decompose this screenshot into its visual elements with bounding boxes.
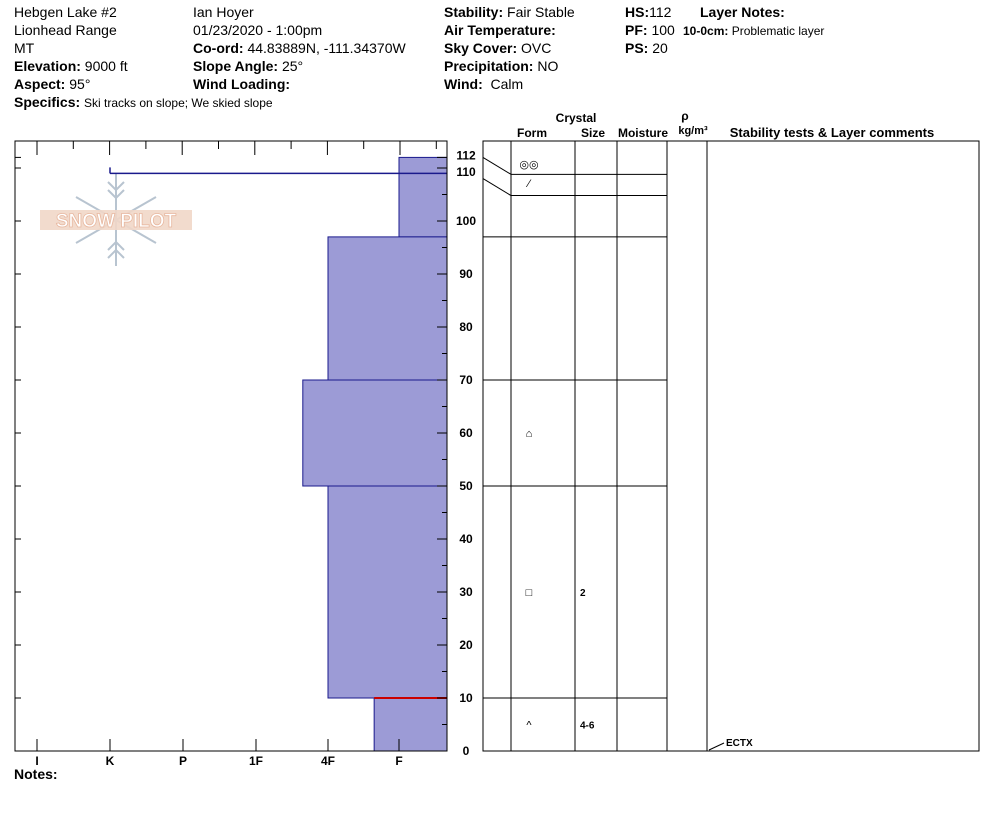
hardness-layer xyxy=(327,236,448,381)
wind: Wind: Calm xyxy=(444,75,523,93)
slope-value: 25° xyxy=(281,58,304,74)
stability-test-label: ECTX xyxy=(726,738,753,749)
snow-pilot-logo: SNOW PILOT xyxy=(40,174,192,266)
aspect-value: 95° xyxy=(69,76,91,92)
aspect: Aspect: 95° xyxy=(14,75,90,93)
hs-value: 112 xyxy=(649,4,672,20)
sky-cover: Sky Cover: OVC xyxy=(444,39,551,57)
wind-loading-label: Wind Loading: xyxy=(193,76,291,92)
ps-value: 20 xyxy=(652,40,668,56)
crystal-form-symbol: ⁄ xyxy=(525,178,532,190)
y-tick-label: 20 xyxy=(459,638,473,652)
layer-note: 10-0cm: Problematic layer xyxy=(683,22,824,40)
y-tick-label: 30 xyxy=(459,585,473,599)
y-tick-label: 112 xyxy=(456,148,476,162)
pf: PF: 100 xyxy=(625,21,675,39)
x-tick-label: F xyxy=(395,754,402,768)
y-tick-label: 80 xyxy=(459,320,473,334)
moisture-header: Moisture xyxy=(618,126,668,140)
wind-value: Calm xyxy=(490,76,524,92)
datetime: 01/23/2020 - 1:00pm xyxy=(193,22,323,38)
slope-label: Slope Angle: xyxy=(193,58,279,74)
crystal-size: 2 xyxy=(580,588,586,599)
connector-line xyxy=(482,156,512,175)
elevation-value: 9000 ft xyxy=(84,58,128,74)
precipitation: Precipitation: NO xyxy=(444,57,558,75)
layer-note-text: Problematic layer xyxy=(731,24,825,38)
crystal-form-symbol: ⌂ xyxy=(526,428,533,440)
density-unit-header: kg/m³ xyxy=(678,125,708,137)
y-tick-label: 70 xyxy=(459,373,473,387)
pf-value: 100 xyxy=(651,22,675,38)
stability-value: Fair Stable xyxy=(507,4,575,20)
y-tick-label: 110 xyxy=(456,165,476,179)
observer: Ian Hoyer xyxy=(193,4,254,20)
crystal-size: 4-6 xyxy=(580,721,595,732)
pf-label: PF: xyxy=(625,22,648,38)
hardness-layer xyxy=(327,485,448,699)
ps: PS: 20 xyxy=(625,39,668,57)
y-tick-label: 40 xyxy=(459,532,473,546)
site-name: Hebgen Lake #2 xyxy=(14,4,117,20)
coordinates: Co-ord: 44.83889N, -111.34370W xyxy=(193,39,406,57)
crystal-header: Crystal xyxy=(556,111,597,125)
form-header: Form xyxy=(517,126,547,140)
specifics-label: Specifics: xyxy=(14,94,81,110)
precip-value: NO xyxy=(537,58,559,74)
y-tick-label: 50 xyxy=(459,479,473,493)
air-temp-label: Air Temperature: xyxy=(444,22,556,38)
stability: Stability: Fair Stable xyxy=(444,3,575,21)
state-name: MT xyxy=(14,40,35,56)
elevation: Elevation: 9000 ft xyxy=(14,57,128,75)
specifics-value: Ski tracks on slope; We skied slope xyxy=(84,96,273,110)
hardness-plot-frame xyxy=(14,140,448,752)
connector-line xyxy=(482,178,512,196)
logo-text: SNOW PILOT xyxy=(56,211,177,232)
x-tick-label: 1F xyxy=(249,754,263,768)
air-temperature: Air Temperature: xyxy=(444,21,556,39)
slope-angle: Slope Angle: 25° xyxy=(193,57,303,75)
elevation-label: Elevation: xyxy=(14,58,81,74)
hs: HS:112 xyxy=(625,3,671,21)
crystal-form-symbol: ◎◎ xyxy=(519,159,538,171)
layer-table-frame xyxy=(482,140,980,752)
hs-label: HS: xyxy=(625,4,650,20)
sky-label: Sky Cover: xyxy=(444,40,518,56)
coord-value: 44.83889N, -111.34370W xyxy=(247,40,406,56)
y-tick-label: 10 xyxy=(459,691,473,705)
sky-value: OVC xyxy=(521,40,552,56)
crystal-form-symbol: □ xyxy=(526,587,533,599)
wind-loading: Wind Loading: xyxy=(193,75,290,93)
notes-label: Notes: xyxy=(14,766,58,782)
crystal-form-symbol: ^ xyxy=(526,720,532,732)
size-header: Size xyxy=(581,126,605,140)
specifics: Specifics: Ski tracks on slope; We skied… xyxy=(14,93,273,112)
stability-tests-header: Stability tests & Layer comments xyxy=(730,125,934,140)
ps-label: PS: xyxy=(625,40,649,56)
hardness-layer xyxy=(373,697,448,752)
y-tick-label: 100 xyxy=(456,214,476,228)
x-tick-label: P xyxy=(179,754,187,768)
range-name: Lionhead Range xyxy=(14,22,117,38)
y-tick-label: 60 xyxy=(459,426,473,440)
x-tick-label: K xyxy=(106,754,115,768)
coord-label: Co-ord: xyxy=(193,40,244,56)
layer-notes-label: Layer Notes: xyxy=(700,4,785,20)
layer-note-depth: 10-0cm: xyxy=(683,24,729,38)
hardness-layer xyxy=(302,379,448,487)
x-tick-label: 4F xyxy=(321,754,335,768)
wind-label: Wind: xyxy=(444,76,483,92)
precip-label: Precipitation: xyxy=(444,58,534,74)
x-tick-label: I xyxy=(35,754,38,768)
aspect-label: Aspect: xyxy=(14,76,66,92)
stability-label: Stability: xyxy=(444,4,504,20)
y-tick-label: 0 xyxy=(463,744,470,758)
hardness-layer xyxy=(398,156,448,238)
rho-header: ρ xyxy=(681,109,688,123)
stability-test-pointer xyxy=(708,742,725,751)
y-tick-label: 90 xyxy=(459,267,473,281)
